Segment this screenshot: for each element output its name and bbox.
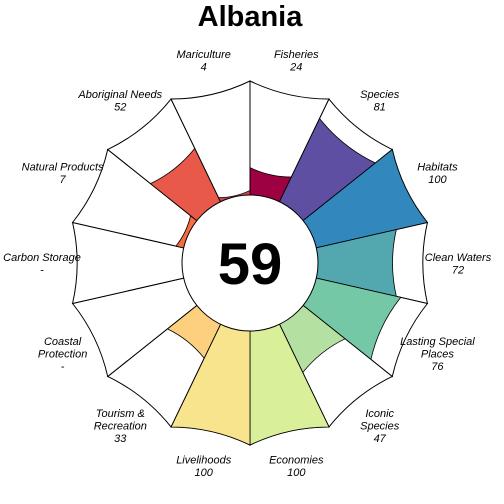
center-score: 59 [218, 232, 283, 297]
chart-title: Albania [198, 1, 304, 33]
petal-value-natural-products: 7 [60, 174, 67, 186]
petal-label-economies: Economies [269, 455, 324, 467]
petal-label-livelihoods: Livelihoods [176, 455, 232, 467]
petal-value-aboriginal-needs: 52 [114, 102, 126, 114]
petal-value-species: 81 [374, 102, 386, 114]
petal-label-tourism-and-recreation: Recreation [94, 421, 147, 433]
petal-value-fisheries: 24 [289, 61, 302, 73]
petal-group [71, 80, 429, 446]
petal-label-lasting-special-places: Lasting Special [400, 336, 475, 348]
petal-value-mariculture: 4 [201, 61, 207, 73]
petal-label-habitats: Habitats [417, 162, 458, 174]
petal-label-fisheries: Fisheries [274, 49, 319, 61]
petal-value-economies: 100 [287, 467, 306, 479]
petal-value-habitats: 100 [428, 174, 447, 186]
petal-value-carbon-storage: - [40, 264, 44, 276]
petal-value-tourism-and-recreation: 33 [114, 433, 127, 445]
petal-value-livelihoods: 100 [195, 467, 214, 479]
petal-value-iconic-species: 47 [374, 433, 387, 445]
petal-label-carbon-storage: Carbon Storage [3, 252, 81, 264]
petal-value-coastal-protection: - [61, 361, 65, 373]
petal-label-clean-waters: Clean Waters [425, 252, 492, 264]
center-circle [181, 194, 319, 332]
petal-label-species: Species [360, 89, 400, 101]
petal-label-iconic-species: Iconic [365, 408, 394, 420]
petal-label-lasting-special-places: Places [421, 348, 455, 360]
petal-label-coastal-protection: Coastal [44, 336, 82, 348]
petal-label-iconic-species: Species [360, 421, 400, 433]
petal-label-aboriginal-needs: Aboriginal Needs [77, 89, 162, 101]
petal-label-mariculture: Mariculture [177, 49, 231, 61]
petal-label-tourism-and-recreation: Tourism & [96, 408, 145, 420]
petal-label-natural-products: Natural Products [22, 162, 104, 174]
petal-value-lasting-special-places: 76 [431, 361, 444, 373]
petal-label-coastal-protection: Protection [38, 348, 88, 360]
petal-value-clean-waters: 72 [452, 264, 464, 276]
